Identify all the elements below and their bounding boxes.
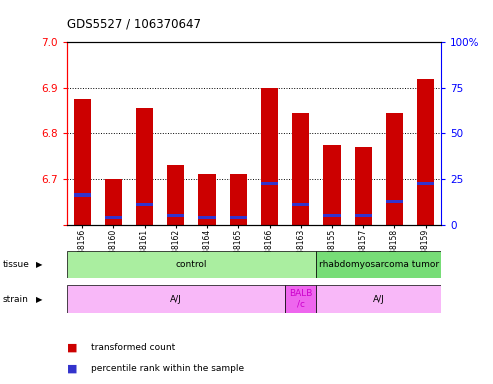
Bar [167,214,184,217]
Text: ▶: ▶ [36,260,42,269]
Text: ▶: ▶ [36,295,42,304]
Text: A/J: A/J [373,295,385,304]
Text: A/J: A/J [170,295,182,304]
Bar [292,113,309,225]
Text: tissue: tissue [2,260,30,269]
Bar [323,214,341,217]
Bar [199,174,215,225]
Bar [73,194,91,197]
Text: control: control [176,260,207,269]
Bar [73,99,91,225]
Bar [317,285,441,313]
Text: ■: ■ [67,364,77,374]
Bar [136,202,153,206]
Bar [105,216,122,219]
Bar [167,166,184,225]
Text: strain: strain [2,295,28,304]
Bar [261,88,278,225]
Bar [230,216,247,219]
Bar [136,108,153,225]
Bar [105,179,122,225]
Text: percentile rank within the sample: percentile rank within the sample [91,364,245,373]
Bar [199,216,215,219]
Bar [417,79,434,225]
Bar [386,200,403,204]
Bar [417,182,434,185]
Bar [354,147,372,225]
Bar [67,285,285,313]
Bar [261,182,278,185]
Text: BALB
/c: BALB /c [289,290,313,309]
Text: rhabdomyosarcoma tumor: rhabdomyosarcoma tumor [319,260,439,269]
Bar [285,285,317,313]
Bar [230,174,247,225]
Bar [323,145,341,225]
Bar [354,214,372,217]
Bar [67,251,317,278]
Bar [386,113,403,225]
Text: transformed count: transformed count [91,343,176,352]
Text: ■: ■ [67,343,77,353]
Text: GDS5527 / 106370647: GDS5527 / 106370647 [67,17,201,30]
Bar [317,251,441,278]
Bar [292,202,309,206]
